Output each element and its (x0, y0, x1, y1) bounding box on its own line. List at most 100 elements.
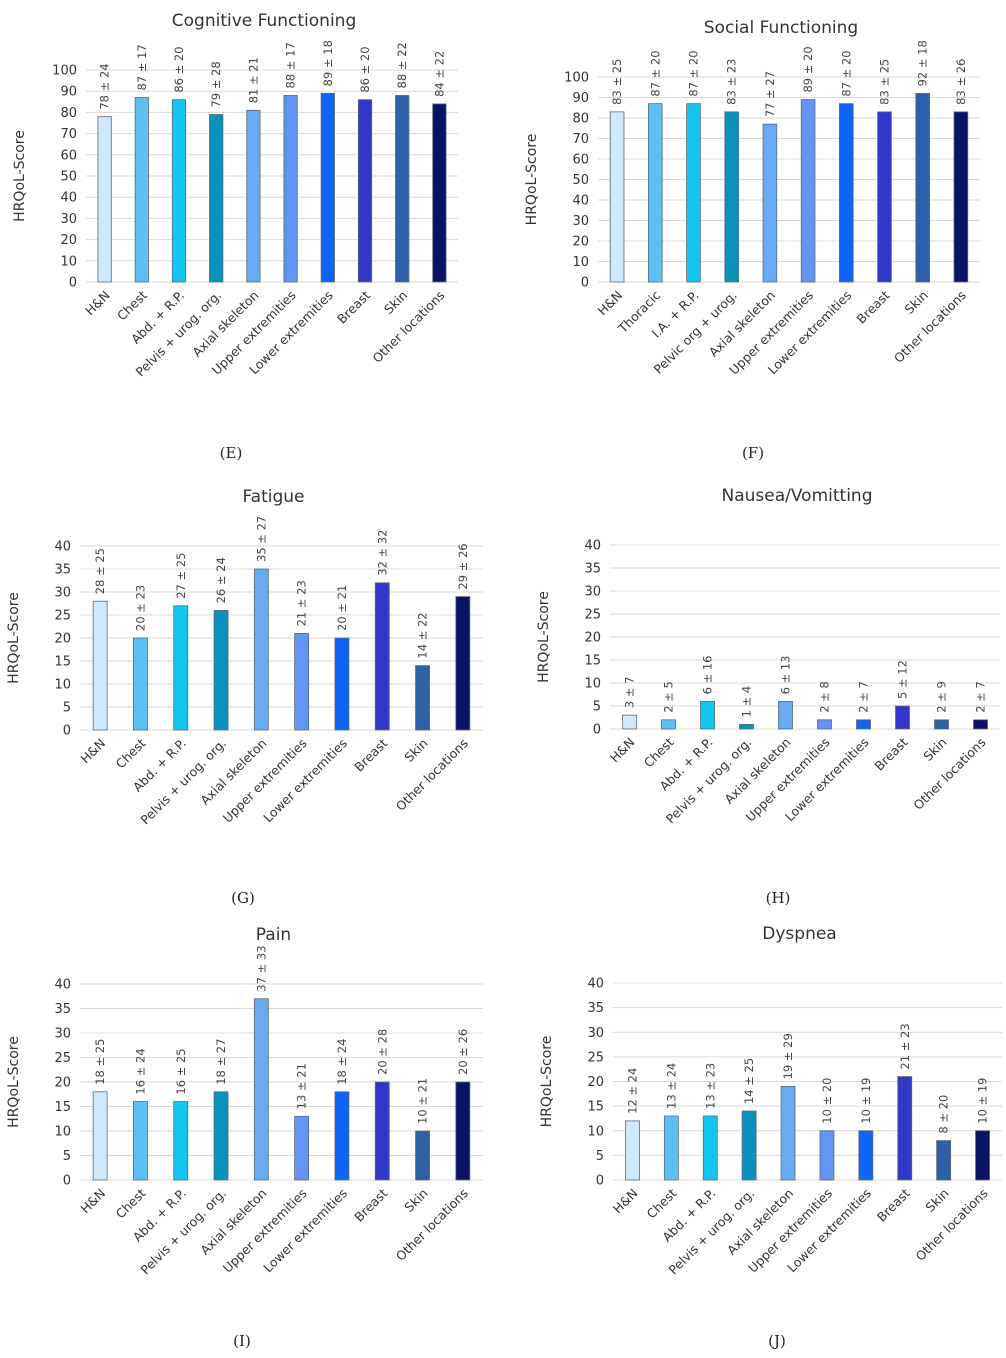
category-label: Skin (401, 736, 430, 765)
y-tick-label: 20 (587, 1075, 604, 1090)
y-tick-label: 0 (69, 276, 77, 291)
data-label: 6 ± 16 (701, 655, 715, 694)
data-label: 21 ± 23 (295, 580, 309, 626)
y-tick-label: 100 (52, 64, 77, 79)
bar (334, 637, 350, 731)
y-tick-label: 20 (54, 632, 71, 647)
y-tick-label: 25 (54, 609, 71, 624)
bar (953, 111, 969, 283)
bar (213, 1091, 229, 1181)
y-tick-label: 30 (587, 1026, 604, 1041)
y-tick-label: 0 (63, 724, 71, 739)
y-tick-label: 60 (60, 148, 77, 163)
y-tick-label: 5 (63, 1149, 71, 1164)
y-tick-label: 40 (572, 194, 589, 209)
y-tick-label: 20 (584, 631, 601, 646)
data-label: 83 ± 25 (610, 59, 624, 105)
bar (973, 719, 988, 730)
data-label: 20 ± 21 (335, 585, 349, 631)
data-label: 83 ± 23 (725, 59, 739, 105)
y-tick-label: 90 (572, 91, 589, 106)
data-label: 87 ± 20 (839, 50, 853, 96)
bar (800, 99, 816, 283)
data-label: 2 ± 7 (974, 681, 988, 713)
bar (780, 1086, 796, 1181)
panel-label: (J) (768, 1332, 786, 1350)
data-label: 5 ± 12 (896, 660, 910, 699)
data-label: 83 ± 26 (954, 59, 968, 105)
bar (895, 705, 910, 730)
data-label: 89 ± 20 (801, 46, 815, 92)
bar (253, 998, 269, 1181)
bar (609, 111, 625, 283)
bar (819, 1130, 835, 1181)
category-label: Chest (113, 1185, 149, 1221)
y-tick-label: 25 (584, 608, 601, 623)
bar (173, 1101, 189, 1181)
y-tick-label: 30 (584, 585, 601, 600)
bar (702, 1115, 718, 1181)
bar (934, 719, 949, 730)
category-label: H&N (82, 288, 113, 319)
chart-panel-2: Fatigue HRQoL-Score 0 5 10 15 20 25 30 35 40 28 ± 2… (6, 487, 483, 907)
y-tick-label: 40 (60, 191, 77, 206)
bar (661, 719, 676, 730)
y-tick-label: 25 (54, 1051, 71, 1066)
data-label: 35 ± 27 (254, 516, 268, 562)
category-label: H&N (594, 288, 625, 319)
y-axis-label: HRQoL-Score (6, 592, 22, 684)
category-label: Chest (114, 287, 150, 323)
data-label: 13 ± 23 (703, 1063, 717, 1109)
y-tick-label: 70 (60, 127, 77, 142)
data-label: 86 ± 20 (172, 46, 186, 92)
data-label: 3 ± 7 (623, 677, 637, 709)
category-label: Chest (644, 1185, 680, 1221)
category-label: Breast (872, 734, 911, 773)
data-label: 87 ± 20 (687, 50, 701, 96)
bar (357, 99, 373, 283)
data-label: 29 ± 26 (456, 543, 470, 589)
category-label: Breast (874, 1185, 913, 1224)
data-label: 18 ± 27 (214, 1039, 228, 1085)
bar (92, 1091, 108, 1181)
bar (374, 1081, 390, 1181)
category-label: Breast (351, 735, 390, 774)
data-label: 14 ± 22 (416, 612, 430, 658)
category-label: Skin (381, 288, 410, 317)
data-label: 87 ± 17 (135, 44, 149, 90)
data-label: 21 ± 23 (898, 1023, 912, 1069)
y-axis-label: HRQoL-Score (6, 1036, 22, 1128)
bar (686, 103, 701, 283)
y-tick-label: 0 (596, 1174, 604, 1189)
data-label: 13 ± 24 (664, 1063, 678, 1109)
y-tick-label: 80 (572, 112, 589, 127)
bar (915, 93, 930, 283)
y-axis-label: HRQoL-Score (536, 591, 552, 683)
category-label: Skin (922, 1186, 951, 1215)
data-label: 16 ± 25 (174, 1048, 188, 1094)
y-tick-label: 40 (54, 540, 71, 555)
bar (92, 600, 108, 731)
category-label: Skin (901, 288, 930, 317)
category-label: Breast (854, 287, 893, 326)
data-label: 78 ± 24 (98, 63, 112, 109)
category-label: Other locations (910, 735, 988, 813)
panel-label: (H) (766, 889, 791, 907)
bar (253, 568, 269, 731)
chart-panel-1: Social Functioning HRQoL-Score 0 10 20 30 40 50… (524, 18, 980, 462)
data-label: 86 ± 20 (358, 46, 372, 92)
bar (455, 596, 471, 731)
bar (415, 1130, 430, 1181)
bar (877, 111, 892, 283)
panel-label: (E) (220, 444, 243, 462)
bar (817, 719, 832, 730)
category-label: Skin (920, 735, 949, 764)
category-label: H&N (78, 1186, 109, 1217)
data-label: 2 ± 8 (818, 681, 832, 713)
bar (133, 637, 148, 731)
chart-title: Nausea/Vomitting (722, 486, 873, 506)
bar (246, 109, 261, 283)
data-label: 10 ± 19 (859, 1078, 873, 1124)
y-tick-label: 5 (593, 700, 601, 715)
